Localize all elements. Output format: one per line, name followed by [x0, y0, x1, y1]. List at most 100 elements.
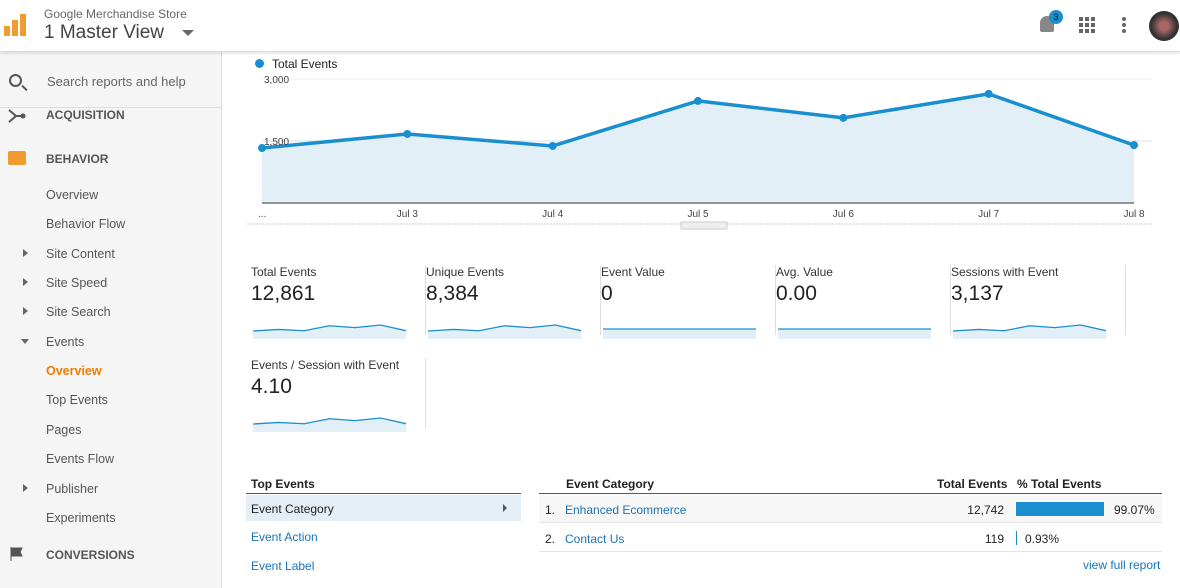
metric-label: Avg. Value — [776, 265, 833, 279]
chevron-down-icon[interactable] — [182, 30, 194, 42]
view-full-report-link[interactable]: view full report — [1083, 558, 1161, 572]
metric-label: Unique Events — [426, 265, 505, 279]
sidebar-item-experiments[interactable]: Experiments — [46, 511, 116, 525]
metric-value: 8,384 — [426, 282, 479, 305]
more-vert-icon[interactable] — [1122, 17, 1126, 35]
sparkline — [253, 417, 407, 432]
flag-icon — [10, 547, 23, 561]
metric-label: Event Value — [601, 265, 665, 279]
dim-event-category[interactable]: Event Category — [246, 495, 521, 521]
sidebar-item-site-speed[interactable]: Site Speed — [46, 276, 108, 290]
col-event-category[interactable]: Event Category — [566, 477, 655, 491]
sidebar-item-pages[interactable]: Pages — [46, 423, 82, 437]
row-total: 119 — [984, 532, 1004, 546]
row-index: 1. — [545, 503, 556, 517]
line-chart[interactable]: 3,000 1,500... Jul 3 Jul 4 Jul 5 Jul 6 Jul 7 Ju… — [237, 52, 1167, 232]
row-category-link[interactable]: Enhanced Ecommerce — [565, 503, 687, 517]
row-total: 12,742 — [967, 503, 1004, 517]
behavior-icon — [8, 151, 26, 165]
metric-label: Total Events — [251, 265, 317, 279]
dim-event-label[interactable]: Event Label — [251, 559, 315, 573]
dim-event-action[interactable]: Event Action — [251, 530, 318, 544]
metric-value: 4.10 — [251, 375, 292, 398]
top-events-title: Top Events — [251, 477, 315, 491]
x-tick-label: Jul 8 — [1123, 209, 1145, 220]
dim-label: Event Category — [251, 502, 334, 516]
table-row: 2. Contact Us 119 0.93% — [539, 524, 1162, 552]
sidebar-section-behavior[interactable]: BEHAVIOR — [46, 152, 109, 166]
expand-icon[interactable] — [23, 484, 32, 492]
data-point — [1130, 141, 1138, 150]
collapse-icon[interactable] — [21, 339, 29, 348]
data-point — [403, 129, 412, 138]
acquisition-icon — [8, 109, 26, 123]
col-pct-total-events[interactable]: % Total Events — [1017, 477, 1102, 491]
search-reports[interactable]: Search reports and help — [0, 52, 221, 108]
data-point — [984, 89, 993, 98]
search-input[interactable]: Search reports and help — [47, 74, 186, 89]
x-tick-label: Jul 4 — [542, 209, 564, 220]
sidebar: Search reports and help ACQUISITION BEHA… — [0, 52, 222, 588]
x-tick-label: Jul 5 — [687, 209, 709, 220]
metric-tile[interactable]: Events / Session with Event 4.10 — [251, 358, 426, 432]
apps-grid-icon[interactable] — [1079, 17, 1095, 33]
chevron-right-icon — [503, 504, 511, 512]
expand-icon[interactable] — [23, 307, 32, 315]
metric-value: 12,861 — [251, 282, 316, 305]
metric-tile[interactable]: Avg. Value 0.00 — [776, 265, 951, 339]
metric-label: Sessions with Event — [951, 265, 1059, 279]
top-bar: Google Merchandise Store 1 Master View 3 — [0, 0, 1180, 52]
col-total-events[interactable]: Total Events — [937, 477, 1008, 491]
view-selector[interactable]: 1 Master View — [44, 22, 165, 43]
area-fill — [262, 93, 1134, 203]
report-body: Total Events 3,000 1,500... Jul 3 Jul 4 Jul … — [237, 52, 1167, 588]
sidebar-item-site-content[interactable]: Site Content — [46, 247, 115, 261]
metric-tile[interactable]: Event Value 0 — [601, 265, 776, 339]
metric-value: 0 — [601, 282, 613, 305]
sidebar-section-acquisition[interactable]: ACQUISITION — [46, 108, 125, 122]
metric-label: Events / Session with Event — [251, 358, 400, 372]
sparkline — [953, 324, 1107, 339]
chart-legend: Total Events — [255, 57, 337, 71]
data-point — [258, 144, 266, 153]
sparkline — [428, 324, 582, 339]
sidebar-item-events-overview[interactable]: Overview — [46, 364, 102, 378]
x-tick-label: Jul 7 — [978, 209, 1000, 220]
sparkline — [603, 328, 756, 339]
sidebar-item-overview[interactable]: Overview — [46, 188, 99, 202]
collapse-handle[interactable] — [680, 221, 728, 230]
expand-icon[interactable] — [23, 278, 32, 286]
sidebar-item-events[interactable]: Events — [46, 335, 85, 349]
sidebar-item-publisher[interactable]: Publisher — [46, 482, 99, 496]
x-tick-label: Jul 3 — [397, 209, 419, 220]
legend-label: Total Events — [272, 57, 338, 71]
data-point — [839, 113, 848, 122]
metric-tile[interactable]: Total Events 12,861 — [251, 265, 426, 339]
data-point — [694, 96, 702, 105]
row-pct: 0.93% — [1025, 532, 1060, 546]
metric-value: 0.00 — [776, 282, 817, 305]
row-pct: 99.07% — [1114, 503, 1155, 517]
data-point — [548, 141, 557, 150]
y-tick-label: 3,000 — [264, 75, 289, 86]
pct-bar — [1016, 502, 1105, 516]
row-category-link[interactable]: Contact Us — [565, 532, 625, 546]
row-index: 2. — [545, 532, 556, 546]
sidebar-item-behavior-flow[interactable]: Behavior Flow — [46, 217, 126, 231]
expand-icon[interactable] — [23, 249, 32, 257]
pct-bar — [1016, 531, 1017, 545]
x-tick-label: ... — [258, 209, 266, 220]
sidebar-item-site-search[interactable]: Site Search — [46, 305, 111, 319]
analytics-logo — [4, 14, 26, 36]
sidebar-item-events-flow[interactable]: Events Flow — [46, 452, 115, 466]
sidebar-item-top-events[interactable]: Top Events — [46, 393, 108, 407]
table-row: 1. Enhanced Ecommerce 12,742 99.07% — [539, 495, 1162, 523]
sidebar-section-conversions[interactable]: CONVERSIONS — [46, 548, 135, 562]
account-name: Google Merchandise Store — [44, 7, 187, 21]
metric-tile[interactable]: Unique Events 8,384 — [426, 265, 601, 339]
avatar[interactable] — [1149, 11, 1179, 41]
notification-badge: 3 — [1049, 10, 1063, 24]
legend-dot — [255, 59, 264, 68]
metric-tile[interactable]: Sessions with Event 3,137 — [951, 265, 1126, 339]
sparkline — [778, 328, 931, 339]
